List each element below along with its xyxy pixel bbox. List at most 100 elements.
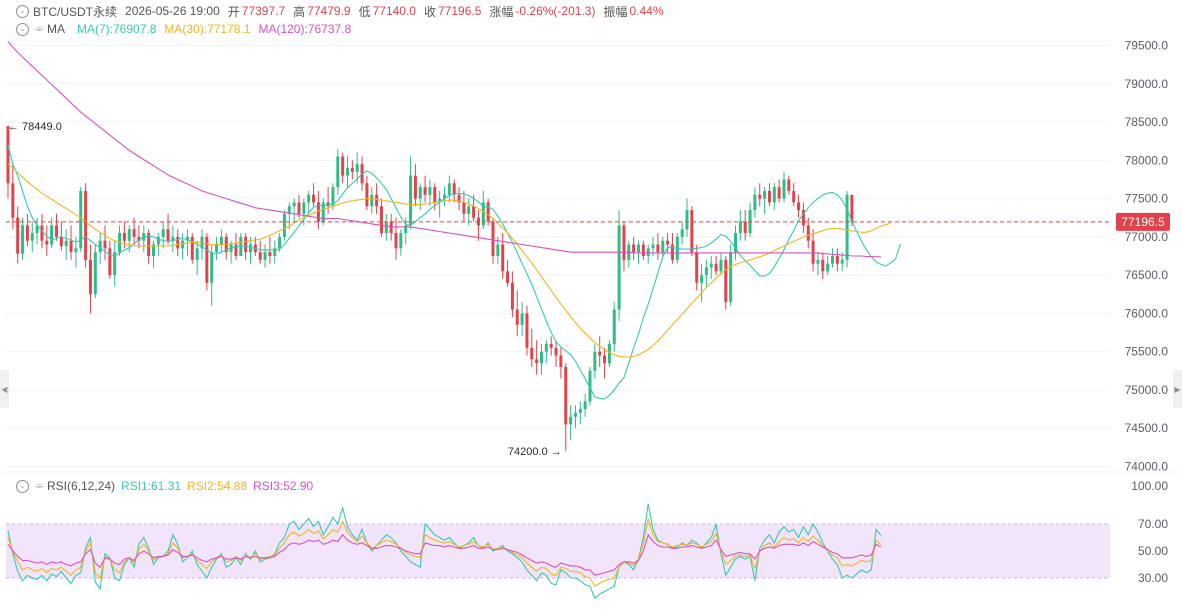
ma-legend: ⌄ ⌯ MA MA(7):76907.8 MA(30):77178.1 MA(1… xyxy=(16,21,359,37)
rsi-collapse-toggle-icon[interactable]: ⌄ xyxy=(16,479,29,493)
candle-body xyxy=(506,271,510,283)
last-price-tag-label: 77196.5 xyxy=(1121,215,1165,229)
candle-body xyxy=(84,190,88,260)
candle-body xyxy=(646,248,650,256)
rsi-alert-bell-icon[interactable]: ⌯ xyxy=(34,479,44,492)
rsi-indicator-name[interactable]: RSI(6,12,24) xyxy=(47,479,116,493)
price-axis-tick-label: 77000.0 xyxy=(1125,230,1169,244)
candle-body xyxy=(792,190,796,203)
candle-body xyxy=(297,202,301,214)
price-axis-tick-label: 79500.0 xyxy=(1125,39,1169,53)
candle-body xyxy=(729,252,733,302)
candle-body xyxy=(132,229,136,237)
candle-body xyxy=(152,244,155,256)
collapse-toggle-icon[interactable]: ⌄ xyxy=(16,4,29,18)
ma-collapse-toggle-icon[interactable]: ⌄ xyxy=(16,22,29,36)
price-axis-tick-label: 78000.0 xyxy=(1125,153,1169,167)
candle-body xyxy=(443,194,446,199)
candle-body xyxy=(336,156,340,188)
candle-body xyxy=(743,221,747,234)
candle-body xyxy=(801,210,805,226)
ma-line-ma120 xyxy=(7,41,882,258)
candle-body xyxy=(161,229,165,237)
rsi-overbought-oversold-band xyxy=(6,524,1110,578)
candle-body xyxy=(486,202,490,222)
candle-body xyxy=(734,233,737,253)
candle-body xyxy=(603,355,607,364)
rsi-legend: ⌄ ⌯ RSI(6,12,24) RSI1:61.31 RSI2:54.88 R… xyxy=(16,478,319,494)
candle-body xyxy=(316,202,320,222)
candle-body xyxy=(593,351,597,371)
candle-body xyxy=(35,225,39,234)
candle-body xyxy=(413,175,417,199)
candle-body xyxy=(666,240,670,245)
candle-body xyxy=(777,187,781,199)
candle-body xyxy=(375,194,379,207)
candle-body xyxy=(341,156,345,176)
candle-body xyxy=(811,240,815,264)
candle-body xyxy=(409,175,413,226)
candle-body xyxy=(622,225,626,260)
candle-body xyxy=(598,351,602,356)
candle-body xyxy=(661,240,665,253)
candle-body xyxy=(215,244,219,253)
candle-body xyxy=(74,248,78,253)
candle-body xyxy=(787,179,791,191)
candle-body xyxy=(21,225,25,254)
candle-body xyxy=(88,259,92,295)
candle-body xyxy=(501,244,505,272)
candle-body xyxy=(758,194,762,199)
candle-body xyxy=(312,194,316,203)
price-axis-tick-label: 77500.0 xyxy=(1125,192,1169,206)
candle-body xyxy=(651,244,655,249)
candle-body xyxy=(11,183,15,218)
candle-body xyxy=(205,236,209,283)
candle-body xyxy=(447,183,451,195)
candle-body xyxy=(826,263,830,272)
candle-body xyxy=(709,263,713,268)
alert-bell-icon[interactable]: ⌯ xyxy=(34,22,44,35)
candle-body xyxy=(30,233,34,241)
close-value: 77196.5 xyxy=(438,4,482,18)
candle-body xyxy=(234,244,238,256)
candle-body xyxy=(510,282,514,310)
candle-body xyxy=(835,256,839,264)
candle-body xyxy=(79,190,83,249)
candle-body xyxy=(219,236,223,245)
high-price-annotation: ← 78449.0 xyxy=(8,121,62,133)
price-axis-tick-label: 75000.0 xyxy=(1125,383,1169,397)
candle-body xyxy=(50,225,54,245)
candle-body xyxy=(772,187,776,203)
candle-body xyxy=(704,267,708,276)
candle-body xyxy=(617,225,621,310)
candle-body xyxy=(156,236,160,245)
price-axis-tick-label: 79000.0 xyxy=(1125,77,1169,91)
candle-body xyxy=(404,225,408,234)
candle-body xyxy=(850,194,854,222)
candle-body xyxy=(549,344,553,348)
ma120-value: MA(120):76737.8 xyxy=(258,22,352,36)
candle-body xyxy=(229,244,233,253)
rsi-axis-tick-label: 30.00 xyxy=(1138,571,1168,585)
scroll-left-handle-icon[interactable]: ◀ xyxy=(0,370,9,408)
candle-body xyxy=(55,225,58,237)
candle-body xyxy=(98,240,102,253)
candle-body xyxy=(210,252,214,283)
candle-body xyxy=(282,213,286,237)
candle-body xyxy=(462,202,466,214)
candle-body xyxy=(321,202,325,222)
rsi-axis-tick-label: 50.00 xyxy=(1138,544,1168,558)
candle-body xyxy=(287,206,291,214)
candle-body xyxy=(166,229,170,241)
amplitude-label: 振幅 xyxy=(603,4,628,19)
candle-body xyxy=(496,244,500,256)
rsi-line-rsi2 xyxy=(7,518,882,587)
candle-body xyxy=(685,210,689,230)
candle-body xyxy=(423,187,427,195)
price-axis-tick-label: 75500.0 xyxy=(1125,345,1169,359)
scroll-right-handle-icon[interactable]: ▶ xyxy=(1173,370,1182,408)
candle-body xyxy=(637,244,640,253)
ma-indicator-name[interactable]: MA xyxy=(47,22,65,36)
candle-body xyxy=(190,236,194,260)
